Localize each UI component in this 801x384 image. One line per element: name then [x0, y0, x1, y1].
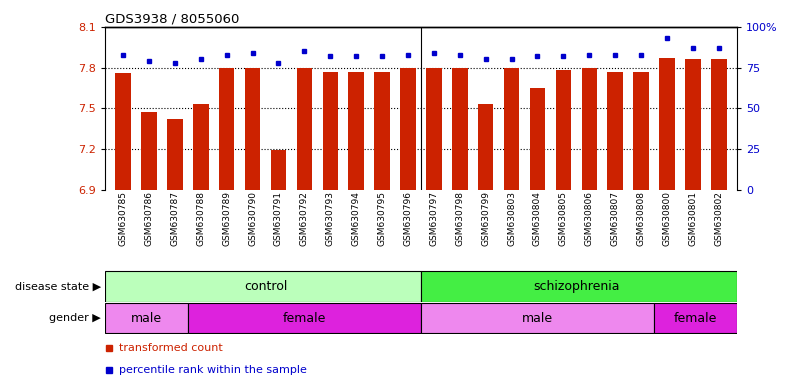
Bar	[421, 303, 654, 333]
Bar	[193, 104, 208, 190]
Text: female: female	[283, 312, 326, 324]
Text: gender ▶: gender ▶	[49, 313, 101, 323]
Bar	[634, 72, 649, 190]
Bar	[478, 104, 493, 190]
Bar	[167, 119, 183, 190]
Bar	[141, 113, 157, 190]
Bar	[582, 68, 597, 190]
Bar	[654, 303, 737, 333]
Bar	[245, 68, 260, 190]
Text: percentile rank within the sample: percentile rank within the sample	[119, 365, 308, 375]
Bar	[504, 68, 519, 190]
Bar	[187, 303, 421, 333]
Bar	[711, 60, 727, 190]
Bar	[452, 68, 468, 190]
Bar	[556, 70, 571, 190]
Bar	[607, 72, 623, 190]
Bar	[115, 73, 131, 190]
Bar	[296, 68, 312, 190]
Bar	[271, 151, 286, 190]
Bar	[659, 58, 674, 190]
Bar	[219, 68, 235, 190]
Text: control: control	[244, 280, 288, 293]
Text: female: female	[674, 312, 717, 324]
Bar	[374, 72, 390, 190]
Text: male: male	[131, 312, 162, 324]
Text: GDS3938 / 8055060: GDS3938 / 8055060	[105, 13, 239, 26]
Text: male: male	[522, 312, 553, 324]
Bar	[105, 271, 421, 301]
Bar	[105, 303, 187, 333]
Bar	[323, 72, 338, 190]
Bar	[421, 271, 737, 301]
Text: disease state ▶: disease state ▶	[14, 281, 101, 291]
Bar	[529, 88, 545, 190]
Bar	[400, 68, 416, 190]
Text: transformed count: transformed count	[119, 343, 223, 353]
Bar	[685, 60, 701, 190]
Bar	[348, 72, 364, 190]
Bar	[426, 68, 441, 190]
Text: schizophrenia: schizophrenia	[533, 280, 620, 293]
